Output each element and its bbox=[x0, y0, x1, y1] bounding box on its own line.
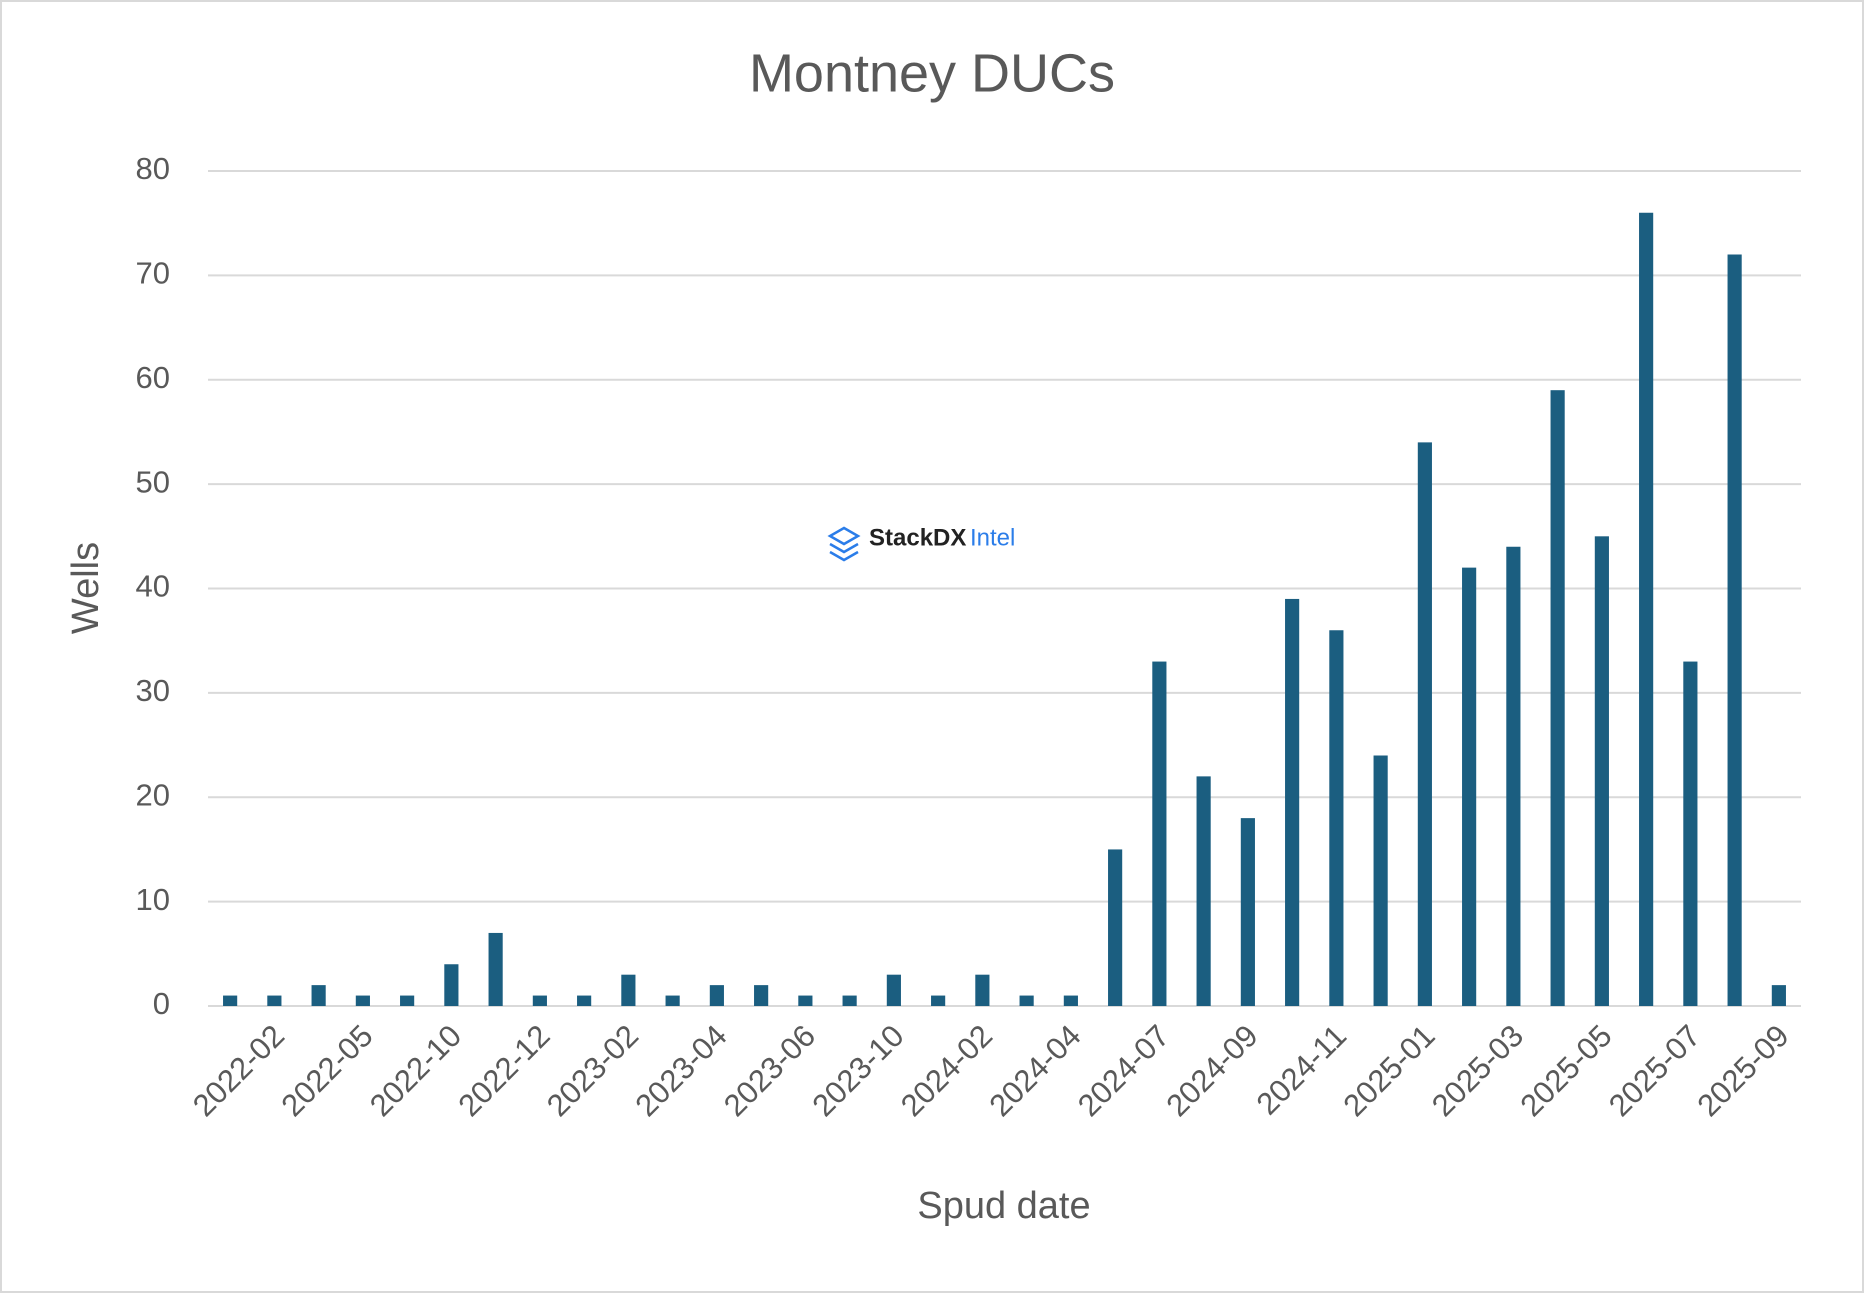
y-tick-label: 80 bbox=[136, 151, 170, 186]
bar bbox=[1417, 442, 1432, 1006]
x-axis-label: Spud date bbox=[917, 1185, 1090, 1227]
bar bbox=[1240, 818, 1255, 1006]
bar bbox=[577, 995, 592, 1006]
watermark-icon bbox=[827, 526, 861, 562]
bar bbox=[1727, 254, 1742, 1006]
bar bbox=[1771, 985, 1786, 1006]
y-tick-label: 70 bbox=[136, 256, 170, 291]
bar bbox=[1329, 630, 1344, 1006]
bar bbox=[267, 995, 282, 1006]
bar bbox=[1683, 661, 1698, 1006]
bar bbox=[1019, 995, 1034, 1006]
bar bbox=[709, 985, 724, 1006]
bar bbox=[1639, 212, 1654, 1006]
bar bbox=[311, 985, 326, 1006]
bar bbox=[223, 995, 238, 1006]
bar bbox=[754, 985, 769, 1006]
bar bbox=[532, 995, 547, 1006]
bar bbox=[1152, 661, 1167, 1006]
bar bbox=[1594, 536, 1609, 1006]
bar bbox=[1462, 567, 1477, 1006]
y-tick-label: 0 bbox=[153, 986, 170, 1021]
watermark: StackDX Intel bbox=[827, 524, 1015, 562]
y-tick-label: 60 bbox=[136, 360, 170, 395]
bar bbox=[665, 995, 680, 1006]
bar bbox=[488, 932, 503, 1006]
bar bbox=[444, 964, 459, 1006]
bar bbox=[842, 995, 857, 1006]
bar bbox=[1063, 995, 1078, 1006]
bar bbox=[931, 995, 946, 1006]
y-tick-label: 10 bbox=[136, 882, 170, 917]
bar bbox=[621, 974, 636, 1006]
bar bbox=[1550, 390, 1565, 1006]
watermark-brand: StackDX bbox=[869, 524, 966, 551]
bar bbox=[1196, 776, 1211, 1006]
bar bbox=[975, 974, 990, 1006]
bar bbox=[886, 974, 901, 1006]
bar bbox=[1108, 849, 1123, 1006]
y-tick-label: 40 bbox=[136, 569, 170, 604]
y-tick-label: 20 bbox=[136, 777, 170, 812]
bar bbox=[798, 995, 813, 1006]
bar bbox=[355, 995, 370, 1006]
chart-title: Montney DUCs bbox=[749, 43, 1115, 103]
bar bbox=[1373, 755, 1388, 1006]
bar bbox=[1506, 546, 1521, 1006]
y-tick-label: 30 bbox=[136, 673, 170, 708]
y-axis-label: Wells bbox=[65, 542, 107, 634]
bar bbox=[400, 995, 415, 1006]
bar bbox=[1285, 598, 1300, 1006]
y-tick-label: 50 bbox=[136, 464, 170, 499]
watermark-product: Intel bbox=[970, 524, 1015, 551]
